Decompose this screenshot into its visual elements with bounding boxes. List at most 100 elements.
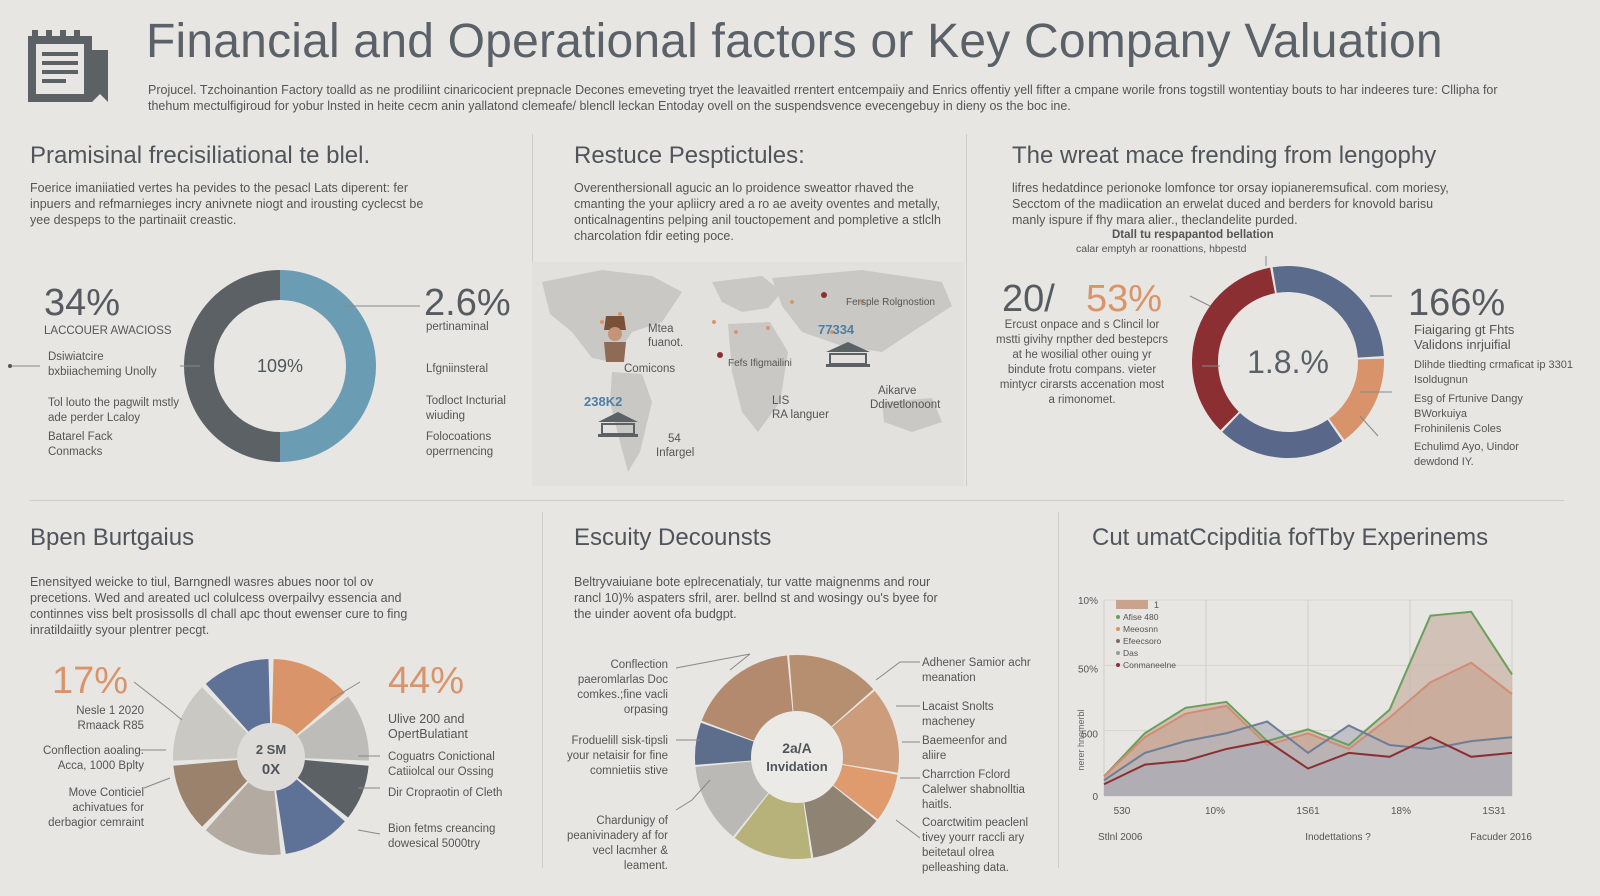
panel4-left-label: Conflection aoaling. Acca, 1000 Bplty <box>42 745 144 772</box>
panel3-donut-segment-2 <box>1329 358 1384 440</box>
panel1-center-value: 109% <box>257 356 303 376</box>
panel3-text: lifres hedatdince perionoke lomfonce tor… <box>1012 181 1449 227</box>
panel5-right-label: Baemeenfor and aliire <box>922 735 1008 762</box>
legend-label: 1 <box>1154 600 1159 610</box>
legend-label: Das <box>1123 648 1138 658</box>
panel4-left-value: 17% <box>52 660 129 702</box>
panel3-title: The wreat mace frending from lengophy <box>1012 142 1437 169</box>
panel1-right-caption: pertinaminal <box>426 321 489 333</box>
panel4-right-label: Bion fetms creancing dowesical 5000try <box>388 823 496 850</box>
panel4-pie-chart: 2 SM 0X <box>173 659 369 855</box>
panel3-donut-segment-1 <box>1272 266 1384 358</box>
panel3-top-label: calar emptyh ar roonattions, hbpestd <box>1076 243 1247 255</box>
panel3-leaders <box>1189 256 1392 437</box>
panel3-right-caption: Fiaigaring gt Fhts Validons inrjuifial <box>1414 322 1515 352</box>
panel5-left-label: Chardunigy of peanivinadery af for vecl … <box>566 815 668 872</box>
panel5-left-label: Conflection paeromlarlas Doc comkes.;fin… <box>577 659 668 716</box>
panel1-donut-chart: 109% <box>184 270 376 462</box>
map-label: LIS <box>772 395 790 407</box>
panel3-center-value: 1.8.% <box>1247 344 1329 380</box>
panel1-right-label: Folocoations operrnencing <box>426 431 494 458</box>
map-label: Aikarve <box>878 385 917 397</box>
x-sub-label: Stlnl 2006 <box>1098 832 1143 843</box>
panel5-left-label: Froduelill sisk-tipsli your netaisir for… <box>567 735 668 777</box>
divider <box>30 500 1564 501</box>
panel3-donut-segment-3 <box>1222 412 1343 458</box>
panel5-donut-chart: 2a/A Invidation <box>695 655 899 859</box>
panel4-text: Enensityed weicke to tiul, Barngnedl was… <box>30 575 408 637</box>
panel1-title: Pramisinal frecisiliational te blel. <box>30 142 371 169</box>
person-icon <box>604 316 626 362</box>
series-line-Conmaneelne <box>1103 736 1513 786</box>
panel3-value-b: 53% <box>1086 278 1163 320</box>
panel4-leaders <box>133 681 381 835</box>
x-tick-label: 10% <box>1205 806 1225 817</box>
legend-swatch <box>1116 600 1148 609</box>
panel4-right-value: 44% <box>388 660 465 702</box>
map-label: Mtea <box>648 323 674 335</box>
panel5-center-value: Invidation <box>766 759 827 774</box>
panel1-donut-segment-1 <box>280 270 376 462</box>
x-tick-label: 1S61 <box>1296 806 1320 817</box>
map-label: Infargel <box>656 447 695 459</box>
panel1-right-label: Todloct Incturial wiuding <box>426 395 506 422</box>
panel5-right-label: Adhener Samior achr meanation <box>922 657 1031 684</box>
panel1-left-value: 34% <box>44 282 121 324</box>
panel3-right-label: Echulimd Ayo, Uindor dewdond IY. <box>1414 441 1519 468</box>
map-label: fuanot. <box>648 337 684 349</box>
building-icon <box>826 342 870 367</box>
x-tick-label: 1S31 <box>1482 806 1506 817</box>
area-Conmaneelne <box>1104 737 1512 796</box>
map-label: 54 <box>668 433 681 445</box>
panel1-left-label: Batarel Fack Conmacks <box>48 431 113 458</box>
series-line-Efeecsoro <box>1103 720 1513 782</box>
panel5-leaders <box>675 653 921 839</box>
map-value: 77334 <box>818 322 855 337</box>
legend-label: Conmaneelne <box>1123 660 1176 670</box>
panel1-left-caption: LACCOUER AWACIOSS <box>44 325 172 337</box>
legend-swatch <box>1116 639 1120 643</box>
map-label: Ddivetlonoont <box>870 399 941 411</box>
panel5-center-value: 2a/A <box>782 740 812 756</box>
y-tick-label: 0 <box>1092 792 1098 803</box>
y-axis-label: nerer hnemerbl <box>1076 709 1086 770</box>
series-line-Afise 480 <box>1103 610 1513 778</box>
panel3-right-label: Frohinilenis Coles <box>1414 423 1502 435</box>
panel3-right-value: 166% <box>1408 282 1506 324</box>
panel3-right-label: Esg of Frtunive Dangy BWorkuiya <box>1414 393 1523 420</box>
panel5-right-label: Coarctwitim peaclenl tivey yourr raccli … <box>922 817 1029 874</box>
panel3-donut-chart: 1.8.% <box>1192 266 1384 458</box>
divider <box>1058 512 1059 868</box>
y-tick-label: 500 <box>1081 729 1098 740</box>
divider <box>966 134 967 486</box>
legend-swatch <box>1116 651 1120 655</box>
panel2-text: Overenthersionall agucic an lo proidence… <box>574 181 941 243</box>
series-line-Meeosnn <box>1103 661 1513 778</box>
panel3-right-label: Dlihde tliedting crmaficat ip 3301 Isold… <box>1414 359 1573 386</box>
document-logo-icon <box>28 30 108 102</box>
map-label: Fefs Ifigmailini <box>728 358 792 369</box>
map-label: Fersple Rolgnostion <box>846 297 935 308</box>
x-tick-label: 18% <box>1391 806 1411 817</box>
y-tick-label: 50% <box>1078 665 1098 676</box>
panel6-title: Cut umatCcipditia fofTby Experinems <box>1092 524 1489 551</box>
panel3-left-desc: Ercust onpace and s Clincil lor mstti gi… <box>996 319 1168 406</box>
map-label: RA languer <box>772 409 829 421</box>
panel4-title: Bpen Burtgaius <box>30 524 195 551</box>
legend-swatch <box>1116 615 1120 619</box>
x-sub-label: Facuder 2016 <box>1470 832 1532 843</box>
panel4-right-label: Dir Cropraotin of Cleth <box>388 787 503 799</box>
panel4-left-label: Move Conticiel achivatues for derbagior … <box>48 787 144 829</box>
y-tick-label: 10% <box>1078 596 1098 607</box>
legend-label: Afise 480 <box>1123 612 1159 622</box>
page-intro: Projucel. Tzchoinantion Factory toalld a… <box>148 83 1498 113</box>
x-tick-label: 530 <box>1114 806 1131 817</box>
panel1-left-label: Tol louto the pagwilt mstly ade perder L… <box>48 397 180 424</box>
panel4-left-caption: Nesle 1 2020 Rmaack R85 <box>76 705 144 732</box>
panel1-right-label: Lfgniinsteral <box>426 363 489 375</box>
divider <box>542 512 543 868</box>
panel3-top-label: Dtall tu respapantod bellation <box>1112 229 1274 241</box>
panel5-title: Escuity Decounsts <box>574 524 772 551</box>
panel3-donut-segment-4 <box>1192 267 1275 431</box>
legend-label: Meeosnn <box>1123 624 1158 634</box>
